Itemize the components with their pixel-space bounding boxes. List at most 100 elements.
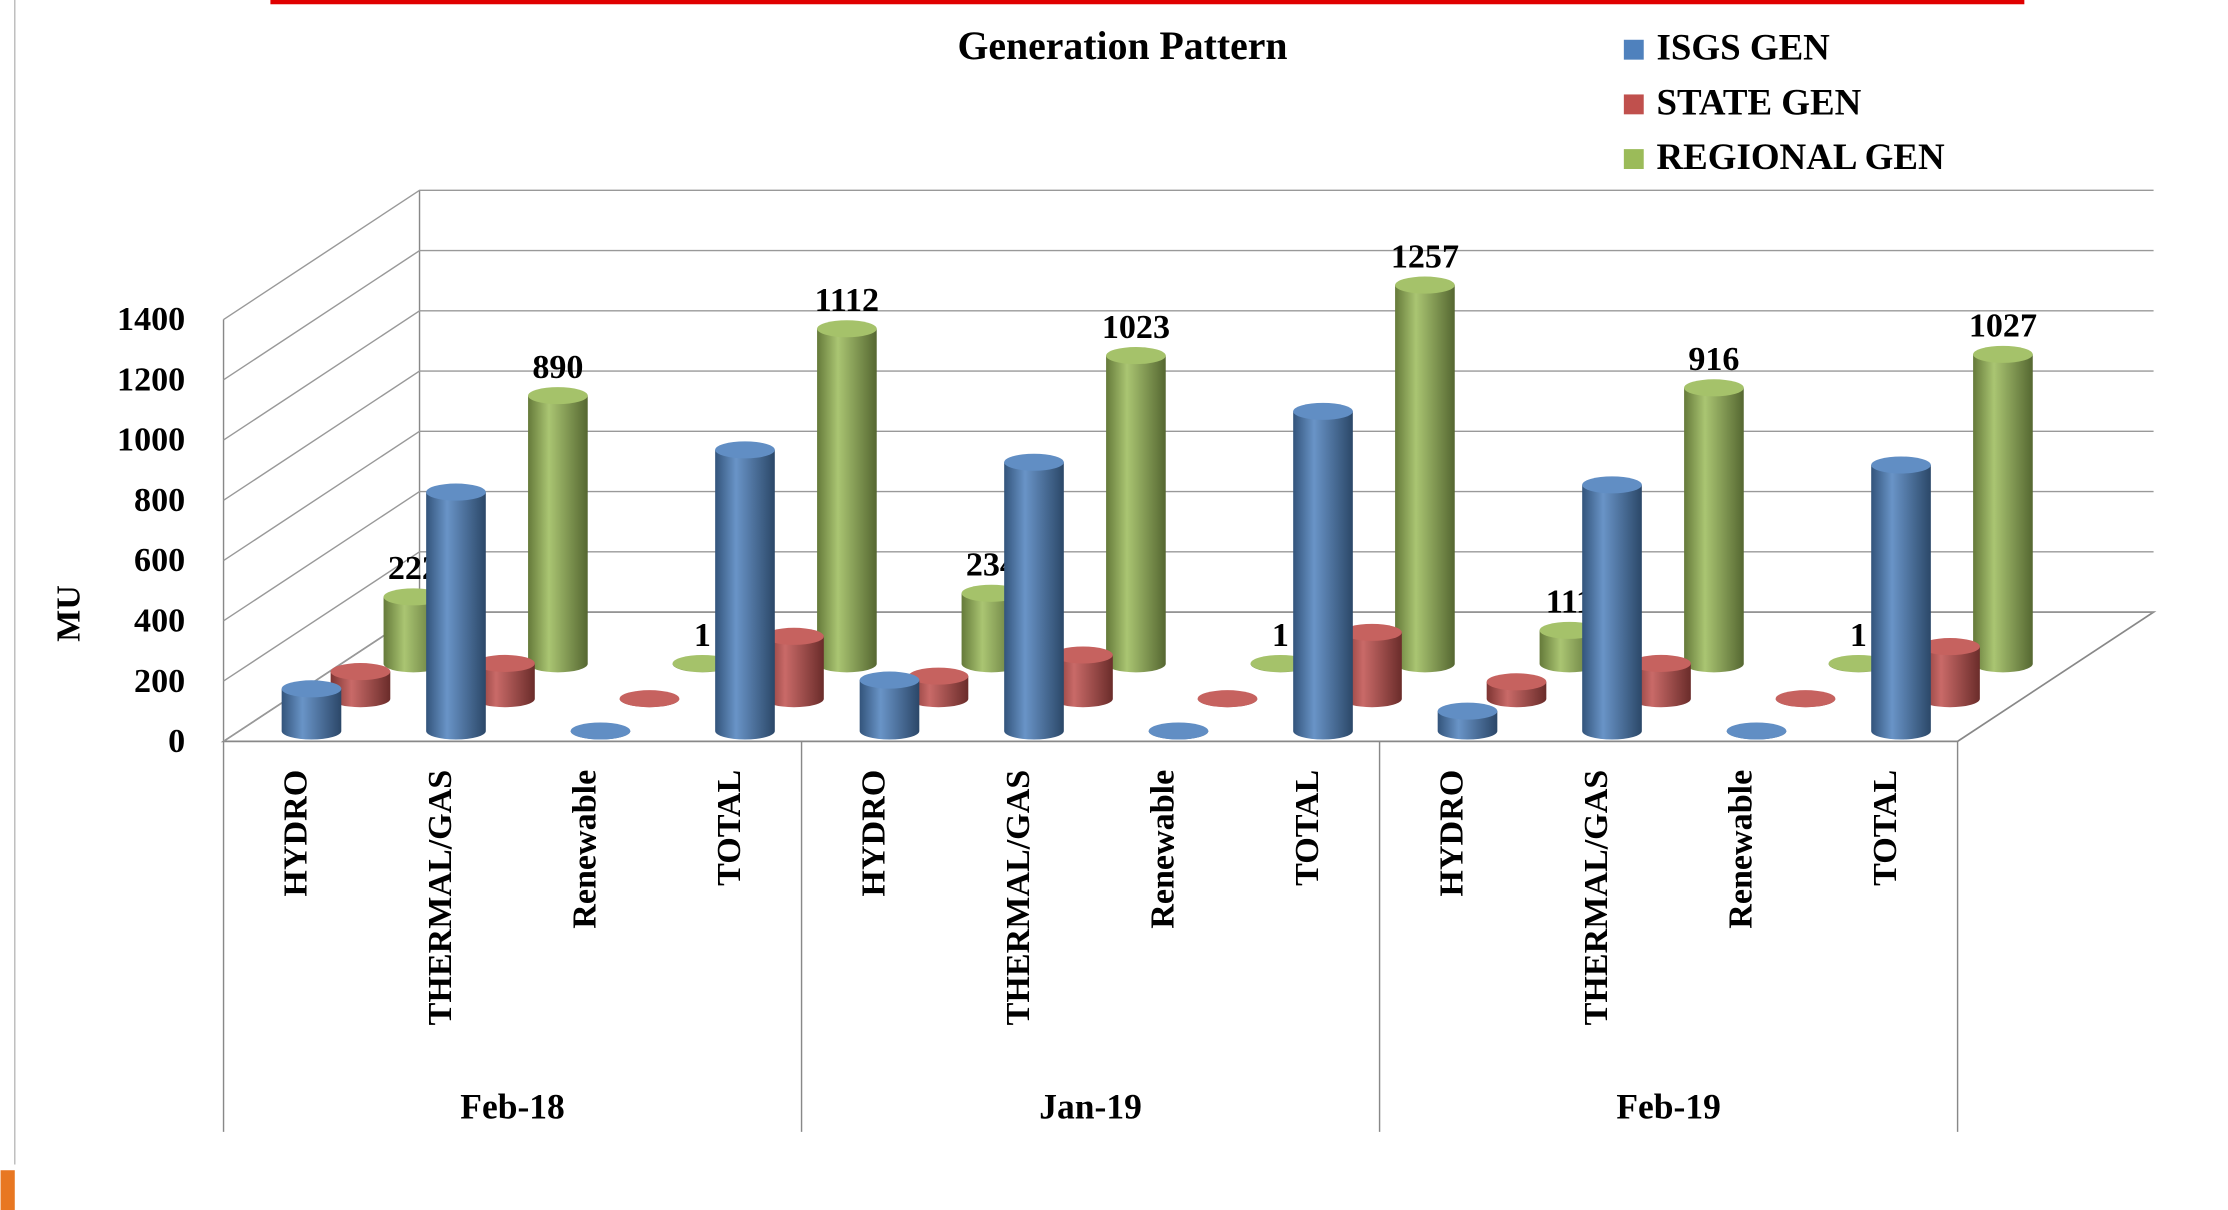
x-tick-label: THERMAL/GAS [1000, 770, 1037, 1026]
bar [1726, 722, 1787, 740]
bar-top [1871, 456, 1931, 474]
group-label: Feb-19 [1616, 1087, 1721, 1127]
legend-swatch [1623, 39, 1644, 60]
bar-top [1582, 476, 1642, 494]
bar-body [1871, 464, 1931, 740]
data-label: 916 [1688, 341, 1739, 378]
top-bar [270, 0, 2025, 5]
data-label: 1 [694, 617, 711, 654]
y-tick-label: 0 [168, 723, 185, 760]
x-tick-label: Renewable [566, 770, 603, 929]
grid-line [223, 370, 2154, 501]
bar [528, 387, 588, 673]
bar [1631, 654, 1691, 708]
bar-body [817, 328, 877, 673]
legend-label: ISGS GEN [1657, 27, 1831, 68]
bar [1395, 276, 1455, 673]
bar [1775, 690, 1836, 708]
bar-top [1148, 722, 1209, 740]
bar [619, 690, 680, 708]
bar [281, 680, 342, 740]
bar-body [715, 449, 775, 740]
data-label: 1257 [1391, 238, 1459, 275]
chart-title: Generation Pattern [957, 24, 1287, 68]
bar-top [764, 627, 824, 645]
bar [1486, 673, 1547, 708]
x-tick-label: HYDRO [1433, 770, 1470, 897]
bar [1053, 646, 1113, 708]
grid-line [223, 430, 2154, 562]
bar-top [281, 680, 342, 698]
bar [1437, 702, 1498, 740]
bar-body [475, 663, 535, 708]
bar-top [1486, 673, 1547, 691]
bar-top [859, 671, 920, 689]
group-label: Jan-19 [1039, 1087, 1142, 1127]
bar-top [1293, 402, 1353, 420]
legend-label: STATE GEN [1657, 81, 1862, 122]
bar-top [1004, 453, 1064, 471]
bar [715, 441, 775, 740]
data-label: 1 [1272, 617, 1289, 654]
bar [908, 667, 969, 708]
bar [1106, 347, 1166, 673]
bar-top [330, 663, 391, 681]
bar-top [570, 722, 631, 740]
bar-top [1053, 646, 1113, 664]
y-tick-label: 400 [134, 602, 185, 639]
bar-top [1342, 623, 1402, 641]
x-tick-label: THERMAL/GAS [422, 770, 459, 1026]
legend-swatch [1623, 149, 1644, 170]
bar-body [1342, 632, 1402, 708]
grid-line [223, 249, 2154, 381]
bar-body [1395, 285, 1455, 673]
bar [764, 627, 824, 708]
y-tick-label: 600 [134, 542, 185, 579]
x-tick-label: THERMAL/GAS [1578, 770, 1615, 1026]
bar [1342, 623, 1402, 708]
walls: 0 200 400 600 800 1000 1200 1400 HYDRO THERMAL/GA… [117, 189, 2157, 1132]
bar-top [619, 690, 680, 708]
bar [1684, 379, 1744, 673]
bar-body [1684, 387, 1744, 673]
bar-top [1395, 276, 1455, 294]
bar-body [764, 636, 824, 708]
bar-top [817, 320, 877, 338]
bar [1197, 690, 1258, 708]
bar-body [330, 671, 391, 708]
bar-body [1053, 655, 1113, 708]
bar [1148, 722, 1209, 740]
bar-body [1631, 663, 1691, 708]
corner-mark [0, 1170, 15, 1210]
bar [859, 671, 920, 740]
grid-line [223, 551, 2154, 682]
bar-body [426, 492, 486, 740]
bar-top [715, 441, 775, 459]
legend-swatch [1623, 94, 1644, 115]
x-tick-label: TOTAL [1289, 770, 1326, 886]
bar-top [1437, 702, 1498, 720]
group-label: Feb-18 [460, 1087, 565, 1127]
y-tick-label: 1200 [117, 361, 185, 398]
data-label: 890 [532, 349, 583, 386]
bar [330, 663, 391, 708]
bar-top [528, 387, 588, 405]
bar [1920, 638, 1980, 708]
bar-body [528, 395, 588, 673]
bar [1973, 345, 2033, 673]
y-axis-label: MU [50, 585, 87, 642]
bar-top [1775, 690, 1836, 708]
bar-top [1631, 654, 1691, 672]
bar [1293, 402, 1353, 740]
bar-body [908, 676, 969, 708]
data-label: 1023 [1102, 309, 1170, 346]
x-tick-label: TOTAL [711, 770, 748, 886]
data-label: 1112 [815, 282, 879, 319]
x-tick-label: TOTAL [1867, 770, 1904, 886]
data-label: 1 [1850, 617, 1867, 654]
bar [426, 483, 486, 740]
bar [570, 722, 631, 740]
